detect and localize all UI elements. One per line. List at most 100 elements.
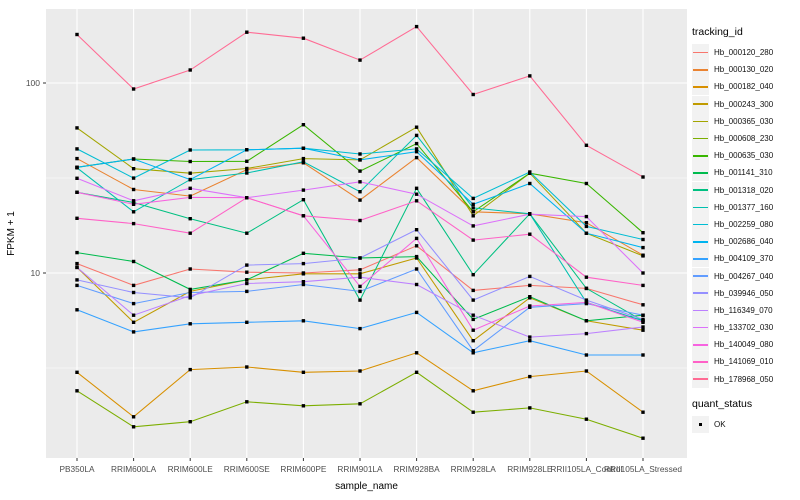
legend-key-swatch: [692, 233, 709, 251]
data-point: [301, 156, 306, 161]
x-tick-label: RRIM928LE: [507, 464, 553, 474]
data-point: [301, 272, 306, 276]
data-point: [414, 228, 419, 232]
legend-item-label: Hb_000130_020: [714, 65, 774, 75]
legend-line-icon: [693, 120, 708, 123]
data-point: [188, 195, 192, 200]
data-point: [528, 170, 532, 174]
data-point: [414, 236, 419, 241]
data-point: [471, 273, 475, 277]
data-point: [358, 158, 362, 162]
data-point: [301, 146, 306, 150]
data-point: [471, 410, 475, 414]
data-point: [245, 281, 249, 286]
data-point: [358, 402, 362, 406]
data-point: [301, 188, 306, 192]
data-point: [471, 298, 475, 302]
legend-item: Hb_140049_080: [692, 336, 798, 354]
legend-key-swatch: [692, 61, 709, 79]
data-point: [75, 126, 79, 130]
legend-line-icon: [693, 103, 708, 105]
data-point: [245, 365, 249, 369]
data-point: [414, 199, 419, 203]
data-point: [641, 325, 645, 329]
data-point: [471, 224, 475, 228]
data-point: [471, 196, 475, 201]
data-point: [131, 157, 136, 161]
data-point: [414, 125, 419, 129]
legend-item-label: Hb_000243_300: [714, 99, 774, 109]
data-point: [75, 190, 79, 194]
legend-item-label: Hb_039946_050: [714, 288, 774, 298]
legend-item-label: Hb_004109_370: [714, 254, 774, 264]
data-point: [584, 353, 589, 357]
data-point: [641, 317, 645, 322]
legend-item: Hb_000120_280: [692, 44, 798, 62]
data-point: [188, 159, 192, 164]
data-point: [471, 214, 475, 218]
legend-item: Hb_000365_030: [692, 112, 798, 130]
legend-line-icon: [693, 326, 708, 329]
data-point: [131, 210, 136, 214]
data-point: [358, 190, 362, 194]
legend-point-icon: [698, 422, 703, 427]
legend-item: Hb_004267_040: [692, 267, 798, 285]
legend-item-label: Hb_000120_280: [714, 48, 774, 58]
legend-line-icon: [693, 69, 708, 71]
data-point: [414, 186, 419, 190]
legend-key-swatch: [692, 198, 709, 216]
data-point: [641, 410, 645, 414]
data-point: [358, 268, 362, 272]
data-point: [358, 369, 362, 373]
data-point: [641, 254, 645, 258]
data-point: [528, 283, 532, 288]
legend-line-icon: [693, 51, 708, 54]
data-point: [245, 159, 249, 163]
legend-key-swatch: [692, 78, 709, 96]
data-point: [358, 58, 362, 62]
data-point: [245, 289, 249, 294]
data-point: [414, 141, 419, 146]
x-tick-label: PB350LA: [59, 464, 95, 474]
data-point: [528, 181, 532, 186]
data-point: [414, 351, 419, 355]
data-point: [471, 339, 475, 343]
data-point: [528, 304, 532, 308]
legend-line-icon: [693, 189, 708, 191]
data-point: [358, 289, 362, 294]
data-point: [188, 267, 192, 271]
data-point: [301, 404, 306, 408]
legend-key-swatch: [692, 112, 709, 130]
data-point: [358, 256, 362, 260]
data-point: [188, 322, 192, 326]
data-point: [414, 244, 419, 248]
y-axis-title: FPKM + 1: [6, 211, 17, 256]
data-point: [358, 169, 362, 173]
data-point: [75, 165, 79, 169]
data-point: [188, 171, 192, 175]
legend-item: Hb_001141_310: [692, 164, 798, 182]
data-point: [358, 198, 362, 202]
legend-item: Hb_141069_010: [692, 353, 798, 371]
data-point: [584, 275, 589, 279]
data-point: [528, 339, 532, 343]
data-point: [131, 167, 136, 171]
data-point: [358, 152, 362, 156]
data-point: [188, 177, 192, 182]
data-point: [75, 308, 79, 312]
legend-item-label: Hb_000182_040: [714, 82, 774, 92]
data-point: [188, 231, 192, 235]
legend-key-swatch: [692, 319, 709, 337]
data-point: [358, 326, 362, 331]
legend-key-swatch: [692, 215, 709, 233]
data-point: [245, 166, 249, 171]
data-point: [471, 238, 475, 242]
data-point: [471, 206, 475, 210]
legend-line-icon: [693, 172, 708, 174]
data-point: [641, 303, 645, 307]
data-point: [131, 330, 136, 334]
legend-key-swatch: [692, 353, 709, 371]
legend-item: Hb_002686_040: [692, 233, 798, 251]
data-point: [528, 374, 532, 379]
legend-item: Hb_004109_370: [692, 250, 798, 268]
